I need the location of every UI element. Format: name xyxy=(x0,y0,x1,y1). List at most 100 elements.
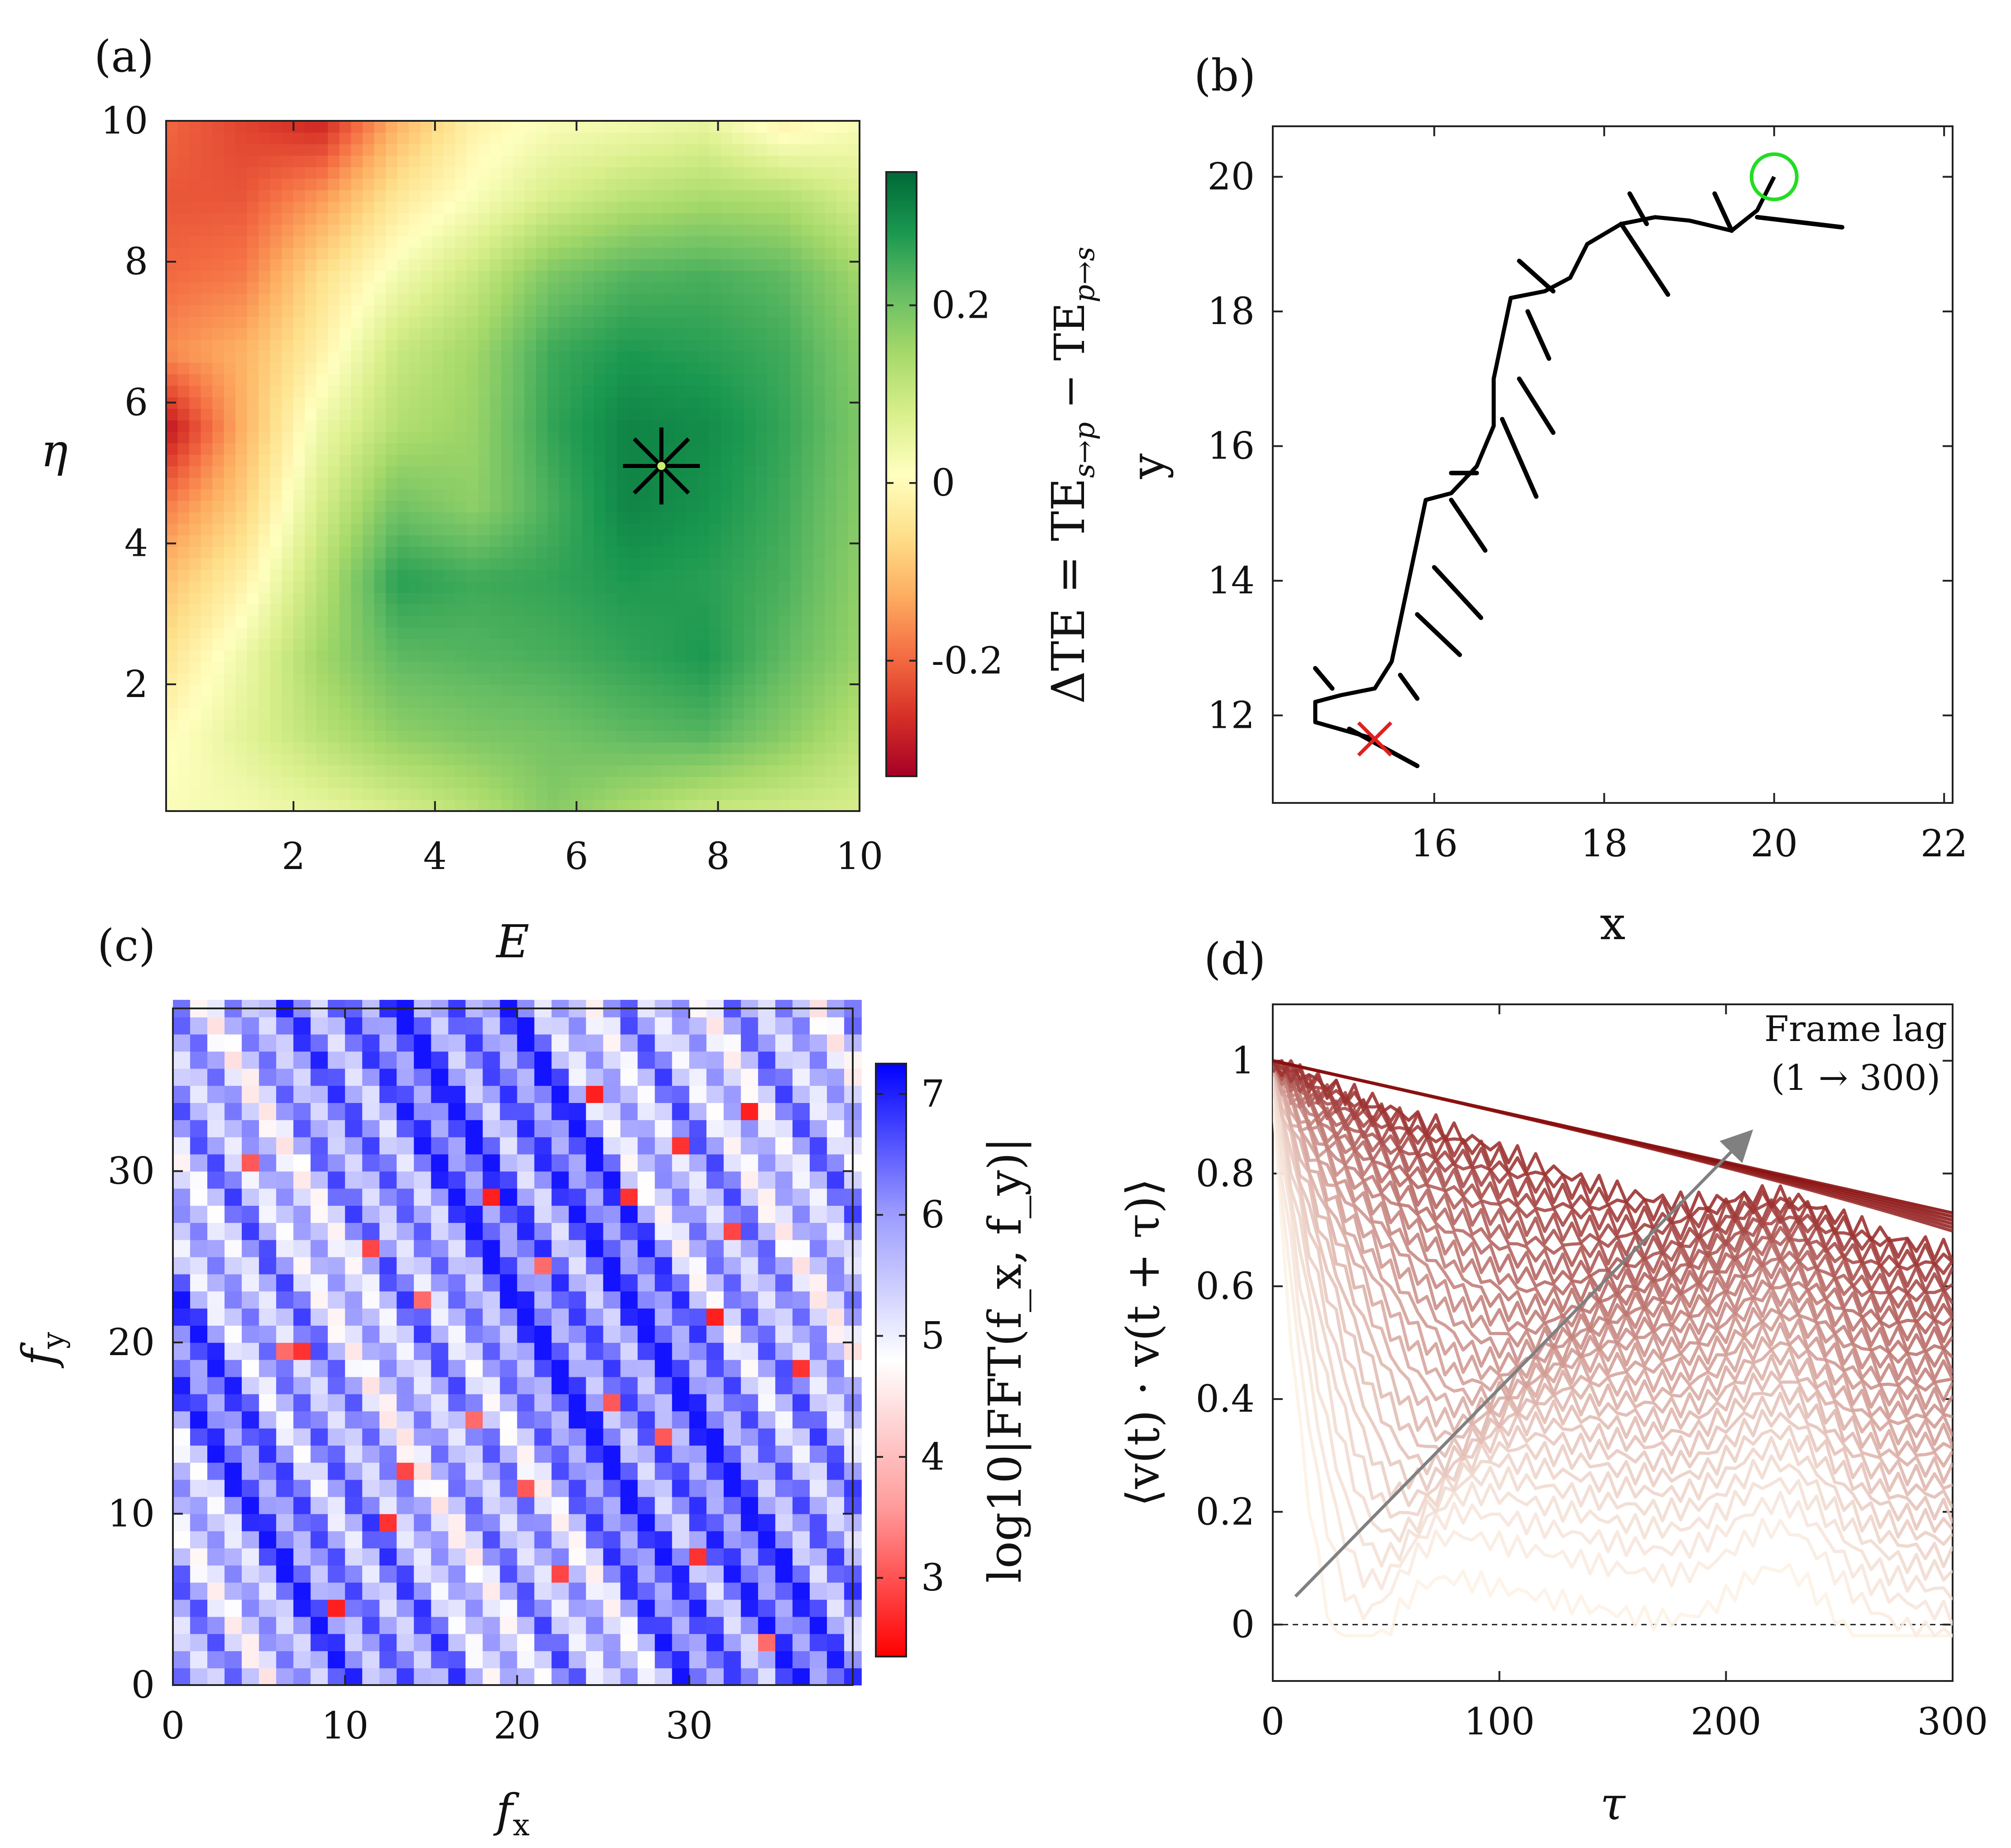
heatmap-cell xyxy=(489,316,502,329)
fft-cell xyxy=(654,1462,673,1480)
heatmap-cell xyxy=(293,351,306,363)
heatmap-cell xyxy=(570,420,583,432)
fft-cell xyxy=(448,1514,466,1532)
heatmap-cell xyxy=(235,190,248,202)
heatmap-cell xyxy=(536,167,548,179)
heatmap-cell xyxy=(478,742,490,754)
fft-cell xyxy=(654,1394,673,1412)
heatmap-cell xyxy=(305,305,317,317)
heatmap-cell xyxy=(536,569,548,582)
fft-cell xyxy=(706,1205,724,1223)
heatmap-cell xyxy=(247,316,259,329)
fft-cell xyxy=(379,1325,397,1343)
heatmap-cell xyxy=(547,546,559,559)
heatmap-cell xyxy=(513,362,525,374)
heatmap-cell xyxy=(328,581,340,593)
heatmap-cell xyxy=(779,143,791,156)
heatmap-cell xyxy=(570,776,583,788)
heatmap-cell xyxy=(825,282,837,294)
heatmap-cell xyxy=(363,247,375,259)
heatmap-cell xyxy=(235,466,248,478)
heatmap-cell xyxy=(813,742,826,754)
panel-b-ylabel: y xyxy=(1121,453,1174,479)
heatmap-cell xyxy=(616,696,629,708)
heatmap-cell xyxy=(524,523,536,535)
heatmap-cell xyxy=(732,569,745,582)
heatmap-cell xyxy=(744,776,756,788)
fft-cell xyxy=(345,1496,363,1514)
panel-a-axes-box xyxy=(165,120,860,812)
fft-cell xyxy=(465,1325,483,1343)
fft-cell xyxy=(620,1120,638,1137)
heatmap-cell xyxy=(397,650,409,662)
heatmap-cell xyxy=(559,132,571,144)
fft-cell xyxy=(293,1085,311,1103)
heatmap-cell xyxy=(848,316,860,329)
heatmap-cell xyxy=(744,362,756,374)
heatmap-cell xyxy=(640,420,652,432)
heatmap-cell xyxy=(663,236,675,248)
heatmap-cell xyxy=(397,719,409,731)
heatmap-cell xyxy=(489,155,502,167)
fft-cell xyxy=(689,1120,707,1137)
heatmap-cell xyxy=(409,420,421,432)
fft-cell xyxy=(448,1171,466,1189)
heatmap-cell xyxy=(166,558,178,570)
heatmap-cell xyxy=(640,224,652,236)
heatmap-cell xyxy=(697,397,710,409)
heatmap-cell xyxy=(570,765,583,777)
heatmap-cell xyxy=(848,535,860,547)
fft-cell xyxy=(396,1411,415,1429)
heatmap-cell xyxy=(339,178,352,191)
heatmap-cell xyxy=(166,546,178,559)
fft-cell xyxy=(431,1103,449,1120)
heatmap-cell xyxy=(582,420,594,432)
heatmap-cell xyxy=(836,190,849,202)
heatmap-cell xyxy=(189,638,201,650)
heatmap-cell xyxy=(466,627,479,639)
heatmap-cell xyxy=(189,604,201,616)
heatmap-cell xyxy=(732,684,745,697)
heatmap-cell xyxy=(779,293,791,306)
fft-cell xyxy=(689,1616,707,1634)
fft-cell xyxy=(396,1496,415,1514)
heatmap-cell xyxy=(409,592,421,605)
heatmap-cell xyxy=(605,408,617,420)
heatmap-cell xyxy=(466,190,479,202)
fft-cell xyxy=(173,1308,191,1326)
heatmap-cell xyxy=(489,224,502,236)
fft-cell xyxy=(534,1428,552,1446)
heatmap-cell xyxy=(790,489,802,501)
fft-cell xyxy=(689,1239,707,1257)
heatmap-cell xyxy=(339,512,352,524)
heatmap-cell xyxy=(189,615,201,628)
heatmap-cell xyxy=(374,753,386,766)
fft-cell xyxy=(362,1582,380,1600)
fft-cell xyxy=(654,1256,673,1275)
heatmap-cell xyxy=(686,477,698,490)
heatmap-cell xyxy=(593,316,606,329)
heatmap-cell xyxy=(420,500,433,512)
heatmap-cell xyxy=(628,627,640,639)
heatmap-cell xyxy=(651,132,664,144)
heatmap-cell xyxy=(397,799,409,812)
heatmap-cell xyxy=(605,362,617,374)
heatmap-cell xyxy=(605,443,617,455)
heatmap-cell xyxy=(697,270,710,282)
heatmap-cell xyxy=(513,765,525,777)
heatmap-cell xyxy=(478,282,490,294)
heatmap-cell xyxy=(547,224,559,236)
heatmap-cell xyxy=(790,431,802,444)
heatmap-cell xyxy=(258,673,271,685)
fft-cell xyxy=(190,1633,208,1652)
heatmap-cell xyxy=(674,339,687,352)
heatmap-cell xyxy=(189,523,201,535)
fft-cell xyxy=(379,1445,397,1463)
heatmap-cell xyxy=(732,293,745,306)
panel-a-ylabel: η xyxy=(41,424,68,477)
heatmap-cell xyxy=(524,707,536,720)
heatmap-cell xyxy=(640,535,652,547)
fft-cell xyxy=(465,1068,483,1086)
fft-cell xyxy=(551,1616,569,1634)
heatmap-cell xyxy=(455,466,467,478)
